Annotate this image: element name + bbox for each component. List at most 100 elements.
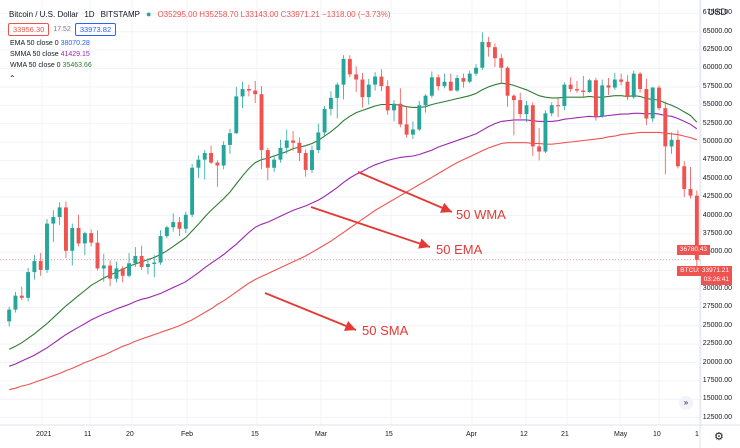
- symbol-name[interactable]: Bitcoin / U.S. Dollar: [9, 9, 79, 19]
- candle-body: [518, 100, 523, 115]
- candle-body: [101, 265, 106, 269]
- candle-body: [442, 81, 447, 87]
- candle-body: [467, 73, 472, 82]
- candle-body: [228, 133, 232, 145]
- candle-body: [619, 79, 624, 82]
- exchange-label: BITSTAMP: [100, 9, 141, 19]
- time-axis-label: 1: [695, 431, 699, 438]
- candle-body: [694, 195, 699, 260]
- price-axis-label: 65000.00: [702, 27, 732, 35]
- candle-body: [19, 295, 24, 298]
- sell-price-button[interactable]: 33956.30: [8, 23, 50, 36]
- indicator-wma-value: 35463.66: [62, 62, 92, 69]
- candle-body: [593, 80, 598, 117]
- candle-body: [505, 67, 510, 96]
- smma-50-line: [9, 112, 698, 367]
- candle-body: [57, 207, 62, 217]
- candle-body: [303, 153, 308, 170]
- price-axis-label: 37500.00: [702, 229, 732, 237]
- price-axis-label: 50000.00: [702, 137, 732, 145]
- candle-body: [51, 216, 56, 224]
- price-axis-label: 40000.00: [702, 211, 732, 219]
- candle-body: [612, 79, 617, 88]
- candle-body: [246, 89, 251, 91]
- candle-body: [669, 139, 674, 147]
- indicator-smma-legend[interactable]: SMMA 50 close 41429.15: [10, 51, 90, 58]
- time-axis-label: 11: [84, 431, 92, 438]
- candle-body: [568, 84, 573, 90]
- candle-body: [278, 147, 283, 160]
- candle-body: [209, 153, 214, 163]
- candle-body: [543, 113, 548, 152]
- buy-price-button[interactable]: 33973.82: [74, 23, 117, 36]
- price-axis-label: 22500.00: [702, 340, 732, 348]
- candle-body: [360, 79, 365, 98]
- candle-body: [221, 144, 226, 166]
- candle-body: [177, 222, 182, 229]
- price-axis-label: 25000.00: [702, 321, 732, 329]
- time-axis-label: 12: [520, 431, 528, 438]
- candle-body: [120, 268, 125, 276]
- candle-body: [38, 261, 43, 270]
- candle-body: [606, 85, 611, 88]
- candle-body: [164, 227, 169, 237]
- candle-body: [341, 58, 346, 85]
- annotation-50-sma: 50 SMA: [362, 323, 409, 338]
- price-axis-label: 62500.00: [702, 46, 732, 54]
- symbol-header[interactable]: Bitcoin / U.S. Dollar 1D BITSTAMP ● O352…: [9, 9, 391, 19]
- candle-body: [499, 58, 504, 68]
- candle-body: [650, 87, 655, 119]
- candle-body: [663, 108, 668, 147]
- price-axis-label: 55000.00: [702, 101, 732, 109]
- candle-body: [76, 227, 81, 244]
- candle-body: [474, 67, 478, 74]
- price-tag-last: 33971.21: [698, 266, 732, 276]
- interval-label[interactable]: 1D: [84, 9, 95, 19]
- candle-body: [404, 124, 409, 135]
- candle-body: [366, 84, 371, 98]
- scroll-to-realtime-icon[interactable]: »: [679, 396, 693, 410]
- candle-body: [575, 89, 579, 91]
- annotation-arrow-sma: [264, 292, 357, 331]
- candle-body: [328, 97, 333, 109]
- indicator-ema-legend[interactable]: EMA 50 close 0 38070.28: [10, 40, 90, 47]
- annotation-50-ema: 50 EMA: [436, 242, 483, 257]
- candlestick-series: [7, 32, 699, 327]
- time-axis-label: 15: [385, 431, 393, 438]
- time-axis-label: 15: [251, 431, 259, 438]
- candle-body: [316, 132, 321, 151]
- price-axis-label: 52500.00: [702, 119, 732, 127]
- candle-body: [7, 309, 12, 322]
- price-axis-label: 27500.00: [702, 303, 732, 311]
- chevron-up-icon[interactable]: ⌃: [9, 74, 16, 83]
- currency-text: USD: [708, 7, 728, 17]
- price-axis-label: 47500.00: [702, 156, 732, 164]
- price-axis-label: 35000.00: [702, 248, 732, 256]
- candle-body: [145, 264, 150, 267]
- candle-body: [354, 74, 359, 80]
- candle-body: [310, 150, 314, 170]
- candle-body: [423, 95, 428, 106]
- indicator-wma-label: WMA 50 close 0: [10, 62, 61, 69]
- annotation-arrows: [264, 171, 453, 331]
- time-axis-label: 21: [561, 431, 569, 438]
- gear-icon[interactable]: ⚙: [714, 431, 724, 443]
- candle-body: [114, 268, 119, 279]
- candle-body: [335, 84, 340, 98]
- price-tag-wma: 36780.43: [676, 245, 710, 255]
- price-tag-countdown: 03:26:41: [700, 275, 732, 285]
- candle-body: [562, 84, 567, 106]
- time-axis-label: Apr: [466, 431, 477, 438]
- candle-body: [631, 73, 636, 98]
- currency-label[interactable]: USD: [708, 7, 727, 17]
- indicator-wma-legend[interactable]: WMA 50 close 0 35463.66: [10, 62, 92, 69]
- candle-body: [152, 262, 157, 265]
- annotation-arrow-ema: [310, 206, 431, 249]
- candle-body: [265, 150, 270, 168]
- candle-body: [272, 159, 277, 168]
- candle-body: [549, 105, 554, 114]
- candle-body: [455, 78, 460, 91]
- price-axis-label: 67500.00: [702, 9, 732, 17]
